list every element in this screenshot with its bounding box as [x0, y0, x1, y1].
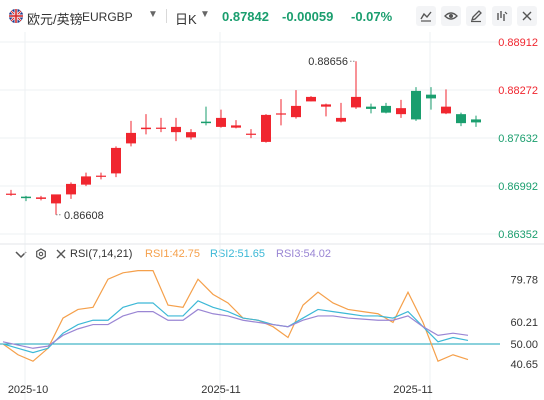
- x-tick-label: 2025-11: [201, 384, 241, 396]
- candle-body: [381, 105, 391, 113]
- y-tick-label: 0.88912: [498, 37, 538, 49]
- chart-header: 欧元/英镑 EURGBP ▼ 日K ▼ 0.87842 -0.00059 -0.…: [0, 0, 544, 32]
- candle-body: [396, 108, 406, 115]
- candle-body: [186, 132, 196, 138]
- candle-body: [6, 193, 16, 195]
- down-trend-icon[interactable]: [492, 6, 512, 26]
- rsi-y-tick-label: 60.21: [510, 317, 538, 329]
- candle-body: [81, 176, 91, 185]
- candle-body: [126, 132, 136, 144]
- symbol-code[interactable]: EURGBP: [82, 10, 133, 24]
- divider: [166, 9, 167, 23]
- pencil-icon[interactable]: [466, 6, 486, 26]
- rsi-y-tick-label: 40.65: [510, 359, 538, 371]
- period-selector[interactable]: 日K: [175, 12, 197, 27]
- rsi3-value: RSI3:54.02: [276, 248, 332, 260]
- symbol-name[interactable]: 欧元/英镑: [27, 12, 83, 27]
- candle-body: [366, 106, 376, 109]
- rsi-indicator-name: RSI(7,14,21): [70, 248, 133, 260]
- candle-body: [306, 96, 316, 102]
- candle-body: [201, 121, 211, 124]
- low-annotation: 0.86608: [64, 210, 104, 222]
- y-tick-label: 0.86992: [498, 181, 538, 193]
- dropdown-icon[interactable]: ▼: [148, 9, 158, 20]
- candle-body: [171, 126, 181, 133]
- y-tick-label: 0.86352: [498, 229, 538, 241]
- x-tick-label: 2025-11: [393, 384, 433, 396]
- candle-body: [411, 90, 421, 120]
- settings-icon[interactable]: [34, 247, 48, 261]
- price-change-pct: -0.07%: [351, 9, 393, 24]
- rsi-series-line-1: [2, 270, 469, 363]
- candle-body: [471, 119, 481, 123]
- line-tool-icon[interactable]: [416, 6, 436, 26]
- candle-body: [216, 117, 226, 127]
- eye-icon[interactable]: [441, 6, 461, 26]
- candle-body: [231, 125, 241, 128]
- candle-body: [426, 94, 436, 99]
- rsi2-value: RSI2:51.65: [210, 248, 266, 260]
- rsi-y-tick-label: 79.78: [510, 275, 538, 287]
- dropdown-icon[interactable]: ▼: [200, 9, 210, 20]
- candle-body: [261, 114, 271, 142]
- candle-body: [66, 183, 76, 195]
- x-tick-label: 2025-10: [8, 384, 48, 396]
- candlestick-chart[interactable]: 0.88912 0.88272 0.87632 0.86992 0.86352 0.886…: [0, 32, 544, 400]
- candle-body: [441, 106, 451, 114]
- y-tick-label: 0.87632: [498, 133, 538, 145]
- candle-body: [456, 114, 466, 124]
- rsi1-value: RSI1:42.75: [145, 248, 201, 260]
- candle-body: [36, 197, 46, 199]
- collapse-icon[interactable]: [517, 6, 537, 26]
- close-icon[interactable]: [54, 247, 68, 261]
- price-change: -0.00059: [282, 9, 334, 24]
- rsi-series-line-3: [2, 308, 469, 349]
- candle-body: [276, 113, 286, 115]
- candle-body: [96, 175, 106, 177]
- candle-body: [246, 133, 256, 135]
- rsi-y-tick-label: 50.00: [510, 339, 538, 351]
- candle-body: [111, 147, 121, 174]
- last-price: 0.87842: [222, 9, 269, 24]
- candle-body: [351, 96, 361, 108]
- y-tick-label: 0.88272: [498, 85, 538, 97]
- high-annotation: 0.88656: [308, 56, 348, 68]
- flag-uk-icon: [9, 9, 23, 23]
- candle-body: [141, 127, 151, 130]
- indicator-menu-icon[interactable]: [14, 247, 28, 261]
- rsi-series-line-2: [2, 300, 469, 354]
- candle-body: [336, 117, 346, 122]
- candle-body: [51, 194, 61, 204]
- candle-body: [21, 196, 31, 199]
- candle-body: [291, 105, 301, 118]
- candle-body: [321, 104, 331, 107]
- candle-body: [156, 127, 166, 129]
